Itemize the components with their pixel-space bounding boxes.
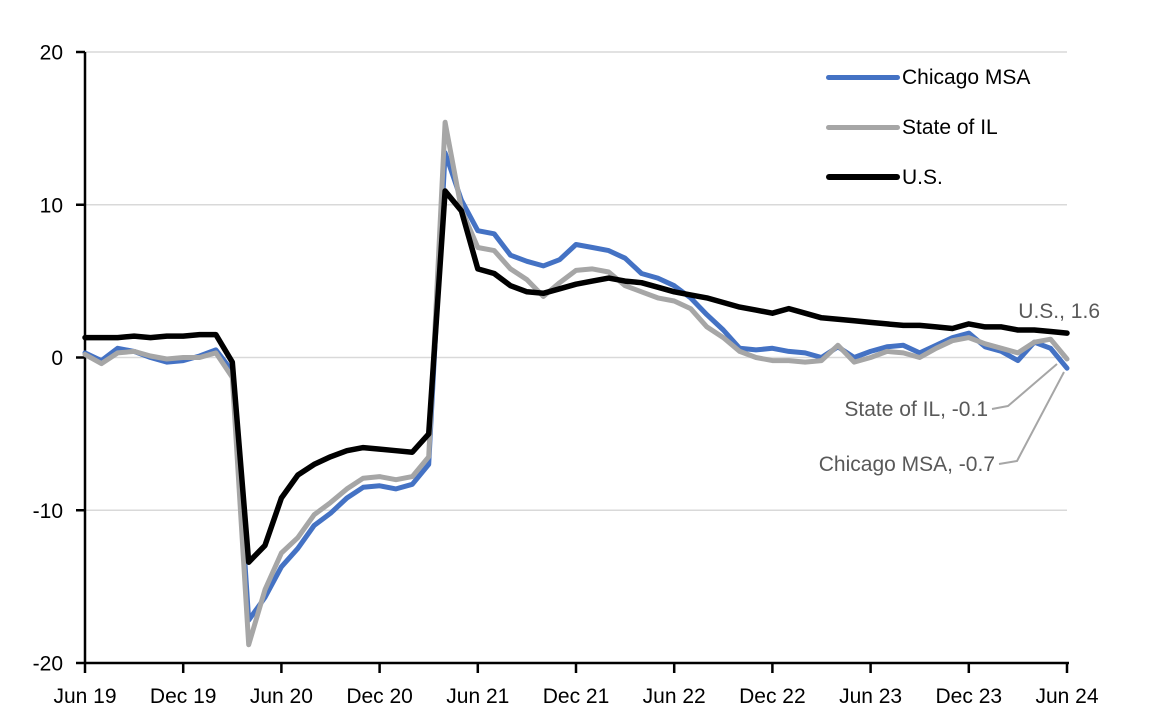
y-axis-tick-label: 20 [40,42,63,65]
legend-line-us [826,174,900,180]
series-line-state-of-il [82,119,1070,648]
leader-line-chicago-msa [998,371,1065,465]
x-axis-tick-label: Jun 20 [250,685,313,708]
x-axis-tick-label: Jun 21 [446,685,509,708]
x-axis-tick-label: Dec 23 [936,685,1003,708]
y-axis-tick-label: 10 [40,194,63,217]
legend-item-chicago-msa: Chicago MSA [826,52,1030,102]
annotation-state-of-il-last-value: State of IL, -0.1 [844,398,988,421]
legend-line-state-of-il [826,124,900,130]
legend-label-us: U.S. [902,165,943,189]
x-axis-tick-label: Jun 23 [839,685,902,708]
legend-item-state-of-il: State of IL [826,102,1030,152]
x-axis-tick-label: Jun 19 [53,685,116,708]
annotation-us-last-value: U.S., 1.6 [1018,300,1100,323]
x-axis-tick-label: Jun 22 [643,685,706,708]
x-axis-tick-label: Dec 19 [150,685,217,708]
legend-item-us: U.S. [826,152,1030,202]
x-axis-tick-label: Dec 21 [543,685,610,708]
annotation-chicago-msa-last-value: Chicago MSA, -0.7 [818,453,995,476]
series-line-u-s- [82,188,1070,565]
y-axis-tick-label: 0 [51,347,63,370]
legend-line-chicago-msa [826,74,900,80]
legend-label-state-of-il: State of IL [902,115,998,139]
y-axis-tick-label: -10 [33,500,63,523]
leader-line-state-of-il [991,363,1058,410]
legend-label-chicago-msa: Chicago MSA [902,65,1031,89]
x-axis-tick-label: Dec 22 [739,685,806,708]
y-axis-tick-label: -20 [33,653,63,676]
x-axis-tick-label: Dec 20 [346,685,413,708]
chart-legend: Chicago MSA State of IL U.S. [826,52,1030,202]
x-axis-tick-label: Jun 24 [1035,685,1098,708]
